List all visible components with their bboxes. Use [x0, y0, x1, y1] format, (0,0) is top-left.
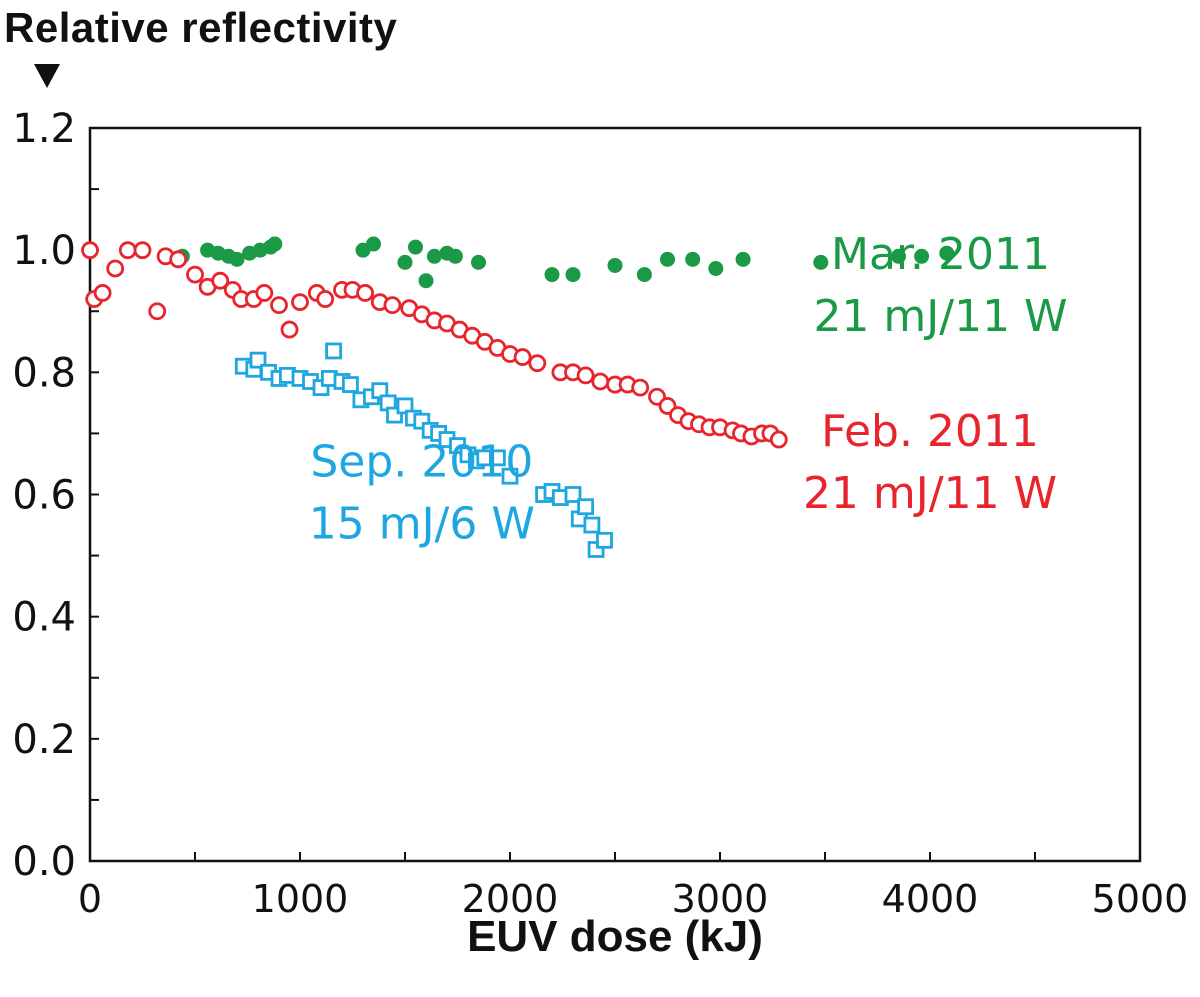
point-feb-2011	[186, 265, 204, 284]
point-mar-2011	[397, 254, 413, 270]
point-feb-2011	[576, 366, 595, 385]
series-label-feb-2011: Feb. 2011	[821, 406, 1039, 457]
point-feb-2011	[270, 296, 288, 315]
point-feb-2011	[81, 241, 99, 260]
point-mar-2011	[607, 257, 623, 273]
point-mar-2011	[366, 236, 381, 252]
point-mar-2011	[447, 248, 463, 264]
y-tick-label: 0.2	[12, 717, 76, 763]
series-sublabel-mar-2011: 21 mJ/11 W	[813, 291, 1067, 342]
x-tick-label: 2000	[462, 877, 559, 921]
y-tick-label: 0.4	[12, 595, 76, 641]
point-feb-2011	[356, 284, 375, 302]
point-mar-2011	[471, 254, 486, 270]
point-feb-2011	[591, 372, 610, 391]
point-mar-2011	[229, 251, 245, 267]
series-labels: Mar. 2011 21 mJ/11 W Feb. 2011 21 mJ/11 W Se…	[309, 229, 1068, 550]
y-axis-arrow-icon	[34, 64, 60, 88]
point-sep-2010	[501, 467, 519, 485]
point-sep-2010	[249, 351, 267, 369]
point-sep-2010	[564, 486, 582, 503]
x-tick-label: 4000	[882, 877, 979, 921]
point-mar-2011	[914, 248, 930, 264]
x-tick-label: 5000	[1092, 877, 1189, 921]
point-feb-2011	[255, 284, 274, 302]
point-mar-2011	[813, 254, 829, 270]
series-label-sep-2010: Sep. 2010	[310, 437, 533, 488]
series-sublabel-feb-2011: 21 mJ/11 W	[803, 468, 1057, 519]
point-mar-2011	[708, 260, 724, 276]
point-mar-2011	[544, 267, 560, 283]
point-feb-2011	[631, 378, 650, 397]
point-feb-2011	[133, 241, 152, 260]
point-mar-2011	[735, 251, 751, 267]
point-sep-2010	[596, 531, 613, 549]
data-marks	[81, 236, 955, 558]
point-sep-2010	[371, 382, 389, 400]
point-mar-2011	[408, 239, 423, 255]
point-mar-2011	[267, 236, 283, 252]
x-tick-label: 3000	[672, 877, 769, 921]
x-tick-label: 1000	[252, 877, 349, 921]
series-sublabel-sep-2010: 15 mJ/6 W	[309, 499, 535, 550]
point-feb-2011	[93, 284, 112, 302]
point-feb-2011	[211, 271, 230, 290]
point-feb-2011	[148, 302, 167, 321]
point-mar-2011	[426, 248, 442, 264]
point-sep-2010	[577, 498, 594, 516]
point-mar-2011	[660, 251, 675, 267]
y-axis-title: Relative reflectivity	[4, 4, 398, 51]
point-feb-2011	[291, 293, 309, 311]
y-tick-label: 0.8	[12, 350, 76, 396]
y-tick-label: 1.0	[12, 228, 76, 274]
point-mar-2011	[636, 267, 652, 283]
series-label-mar-2011: Mar. 2011	[831, 229, 1050, 280]
point-sep-2010	[325, 342, 343, 360]
y-tick-label: 1.2	[12, 106, 76, 152]
point-feb-2011	[106, 259, 125, 278]
x-tick-label: 0	[78, 877, 102, 921]
point-feb-2011	[528, 354, 547, 373]
axis-tick-labels: 0 1000 2000 3000 4000 5000 0.0 0.2 0.4 0.6 0.8 1.0 1…	[12, 106, 1188, 921]
y-tick-label: 0.0	[12, 839, 76, 885]
point-sep-2010	[583, 516, 601, 534]
point-mar-2011	[939, 245, 955, 261]
point-feb-2011	[513, 348, 532, 366]
point-feb-2011	[769, 430, 788, 449]
point-sep-2010	[341, 376, 359, 393]
point-feb-2011	[169, 250, 188, 269]
point-feb-2011	[280, 320, 299, 339]
point-feb-2011	[383, 296, 402, 315]
point-sep-2010	[488, 449, 506, 467]
point-mar-2011	[685, 251, 701, 267]
x-axis-title: EUV dose (kJ)	[467, 912, 763, 961]
point-mar-2011	[565, 267, 581, 283]
point-feb-2011	[118, 241, 137, 260]
point-feb-2011	[316, 290, 335, 308]
y-tick-label: 0.6	[12, 473, 76, 519]
point-mar-2011	[891, 248, 906, 264]
point-mar-2011	[418, 273, 434, 289]
